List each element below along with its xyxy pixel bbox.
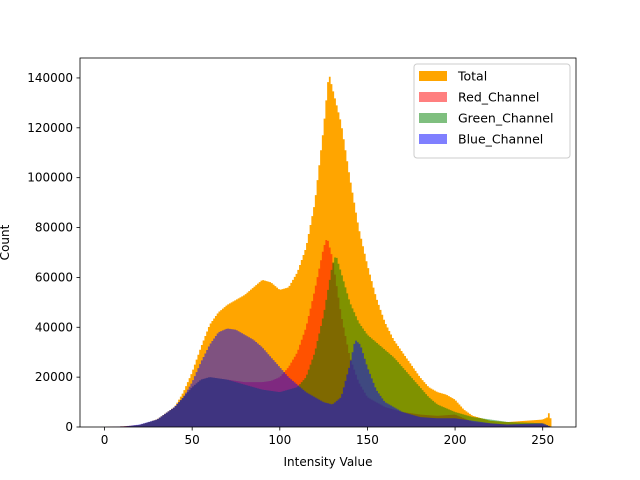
- x-axis-label: Intensity Value: [284, 455, 373, 469]
- y-tick-label: 140000: [27, 71, 73, 85]
- y-tick-label: 120000: [27, 121, 73, 135]
- y-tick-label: 60000: [35, 270, 73, 284]
- legend-label-green-channel: Green_Channel: [458, 111, 553, 126]
- y-tick-label: 40000: [35, 320, 73, 334]
- x-tick-label: 200: [444, 433, 467, 447]
- legend-label-red-channel: Red_Channel: [458, 90, 539, 105]
- legend-box: [413, 63, 571, 159]
- plot-area: [104, 76, 554, 427]
- y-tick-label: 100000: [27, 171, 73, 185]
- series-blue-channel-histogram: [104, 328, 554, 427]
- y-tick-label: 0: [65, 420, 73, 434]
- legend-label-total: Total: [457, 69, 487, 84]
- legend-swatch-green-channel: [419, 113, 447, 123]
- x-tick-label: 0: [101, 433, 109, 447]
- y-axis-label: Count: [0, 224, 12, 260]
- y-tick-label: 20000: [35, 370, 73, 384]
- legend-swatch-total: [419, 71, 447, 81]
- legend-swatch-red-channel: [419, 92, 447, 102]
- x-tick-label: 50: [185, 433, 200, 447]
- axes: 0 50 100 150 200 250 0 20000 40000 60000 80000 1000…: [27, 57, 577, 447]
- legend-swatch-blue-channel: [419, 134, 447, 144]
- axes-frame: [79, 57, 577, 428]
- legend: Total Red_Channel Green_Channel Blue_Channe…: [413, 63, 571, 159]
- x-tick-label: 250: [531, 433, 554, 447]
- x-tick-label: 150: [356, 433, 379, 447]
- legend-label-blue-channel: Blue_Channel: [458, 132, 543, 147]
- x-tick-label: 100: [268, 433, 291, 447]
- y-tick-label: 80000: [35, 221, 73, 235]
